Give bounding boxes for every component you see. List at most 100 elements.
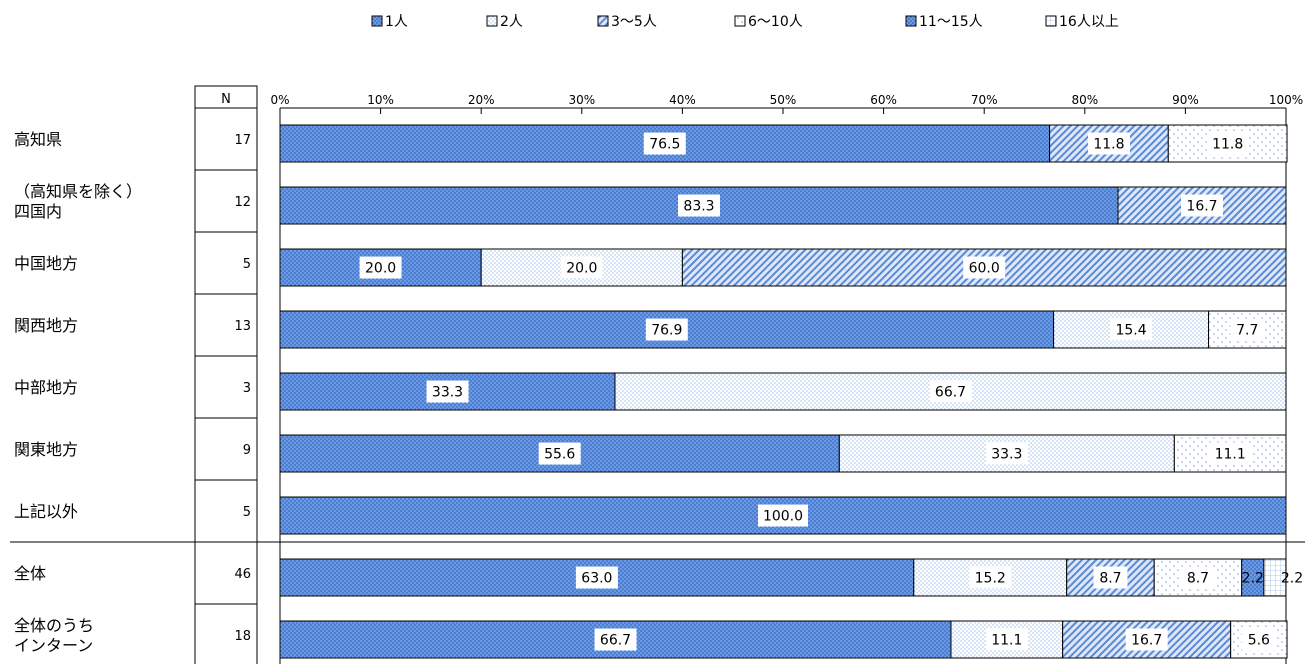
data-label-bg xyxy=(1180,566,1215,589)
data-label-text: 33.3 xyxy=(432,385,463,401)
bar-row: 76.9 15.4 7.7 xyxy=(279,310,1287,349)
row-labels: 高知県 17 （高知県を除く）四国内 12 中国地方 5 関西地方 13 中部地方 3 関東地方 9 上… xyxy=(14,130,251,655)
data-label-bg xyxy=(575,566,618,589)
category-label: 関西地方 xyxy=(14,316,78,335)
data-label-bg xyxy=(538,442,581,465)
data-label-text: 60.0 xyxy=(969,261,1000,277)
legend-item: 6～10人 xyxy=(734,14,803,30)
category-label: 中国地方 xyxy=(14,254,78,273)
data-label: 11.1 xyxy=(985,628,1028,651)
data-label-text: 15.2 xyxy=(975,571,1006,587)
data-label-bg xyxy=(359,256,402,279)
data-label: 16.7 xyxy=(1180,194,1223,217)
x-tick-label: 10% xyxy=(367,93,394,107)
n-value: 12 xyxy=(234,195,251,210)
data-label-bg xyxy=(1110,318,1153,341)
data-label-text: 16.7 xyxy=(1186,199,1217,215)
category-label: 全体のうちインターン xyxy=(14,616,94,655)
data-label-text: 20.0 xyxy=(365,261,396,277)
data-label: 11.8 xyxy=(1206,132,1249,155)
data-label-text: 55.6 xyxy=(544,447,575,463)
bar-row: 33.3 66.7 xyxy=(279,372,1287,411)
x-tick-label: 100% xyxy=(1269,93,1303,107)
data-label-bg xyxy=(1125,628,1168,651)
data-label-text: 15.4 xyxy=(1115,323,1146,339)
legend-swatch xyxy=(1045,15,1057,27)
data-label-bg xyxy=(1209,442,1252,465)
x-tick-label: 0% xyxy=(270,93,289,107)
bar-row: 76.5 11.8 11.8 xyxy=(279,124,1288,163)
data-label-bg xyxy=(645,318,688,341)
data-label: 20.0 xyxy=(359,256,402,279)
category-label: 上記以外 xyxy=(14,502,78,521)
bar-row: 63.0 15.2 8.7 8.7 2.2 2.2 xyxy=(279,558,1303,597)
legend-label: 2人 xyxy=(500,14,523,30)
data-label-bg xyxy=(677,194,720,217)
n-value: 9 xyxy=(243,443,251,458)
legend-item: 1人 xyxy=(371,14,408,30)
data-label-bg xyxy=(560,256,603,279)
data-label-text: 33.3 xyxy=(991,447,1022,463)
data-label-text: 66.7 xyxy=(935,385,966,401)
data-label: 100.0 xyxy=(758,504,808,527)
legend-swatch xyxy=(486,15,498,27)
data-label-bg xyxy=(426,380,469,403)
category-label: （高知県を除く）四国内 xyxy=(14,182,142,221)
data-label-text: 16.7 xyxy=(1131,633,1162,649)
legend-label: 6～10人 xyxy=(748,14,803,30)
legend-item: 3～5人 xyxy=(597,14,657,30)
category-label: 中部地方 xyxy=(14,378,78,397)
data-label-text: 83.3 xyxy=(683,199,714,215)
bar-row: 83.3 16.7 xyxy=(279,186,1287,225)
data-label: 20.0 xyxy=(560,256,603,279)
x-tick-label: 80% xyxy=(1071,93,1098,107)
data-label-bg xyxy=(1241,628,1276,651)
data-label-bg xyxy=(985,442,1028,465)
data-label-text: 8.7 xyxy=(1187,571,1209,587)
data-label: 8.7 xyxy=(1180,566,1215,589)
data-label: 2.2 xyxy=(1281,571,1303,587)
data-label-text: 2.2 xyxy=(1281,571,1303,587)
x-tick-label: 50% xyxy=(770,93,797,107)
bar-segment xyxy=(279,558,915,597)
data-label-text: 100.0 xyxy=(763,509,803,525)
bar-segment xyxy=(1263,558,1287,597)
category-label: 全体 xyxy=(14,564,46,583)
category-label: 関東地方 xyxy=(14,440,78,459)
data-label-bg xyxy=(929,380,972,403)
data-label-bg xyxy=(758,504,808,527)
n-value: 46 xyxy=(234,567,251,582)
data-label-text: 11.1 xyxy=(1215,447,1246,463)
data-label: 33.3 xyxy=(426,380,469,403)
data-label-text: 63.0 xyxy=(581,571,612,587)
data-label: 83.3 xyxy=(677,194,720,217)
data-label-text: 76.9 xyxy=(651,323,682,339)
legend-item: 2人 xyxy=(486,14,523,30)
legend-label: 1人 xyxy=(385,14,408,30)
legend: 1人 2人 3～5人 6～10人 11～15人 16人以上 xyxy=(371,14,1119,30)
data-label: 8.7 xyxy=(1093,566,1128,589)
data-label-text: 11.8 xyxy=(1093,137,1124,153)
data-label: 15.4 xyxy=(1110,318,1153,341)
data-label: 66.7 xyxy=(929,380,972,403)
data-label: 55.6 xyxy=(538,442,581,465)
n-header: N xyxy=(221,92,231,107)
data-label-bg xyxy=(969,566,1012,589)
bar-row: 100.0 xyxy=(279,496,1287,535)
data-label: 63.0 xyxy=(575,566,618,589)
legend-swatch xyxy=(734,15,746,27)
data-label-bg xyxy=(1180,194,1223,217)
data-label: 66.7 xyxy=(594,628,637,651)
bars: 76.5 11.8 11.8 83.3 16.7 20.0 20.0 60.0 76.9 15.4… xyxy=(279,124,1303,659)
n-value: 5 xyxy=(243,505,251,520)
data-label: 76.9 xyxy=(645,318,688,341)
bar-row: 66.7 11.1 16.7 5.6 xyxy=(279,620,1288,659)
data-label: 60.0 xyxy=(963,256,1006,279)
legend-swatch xyxy=(597,15,609,27)
data-label-text: 7.7 xyxy=(1236,323,1258,339)
data-label: 11.1 xyxy=(1209,442,1252,465)
data-label: 16.7 xyxy=(1125,628,1168,651)
data-label-text: 11.1 xyxy=(991,633,1022,649)
legend-swatch xyxy=(371,15,383,27)
